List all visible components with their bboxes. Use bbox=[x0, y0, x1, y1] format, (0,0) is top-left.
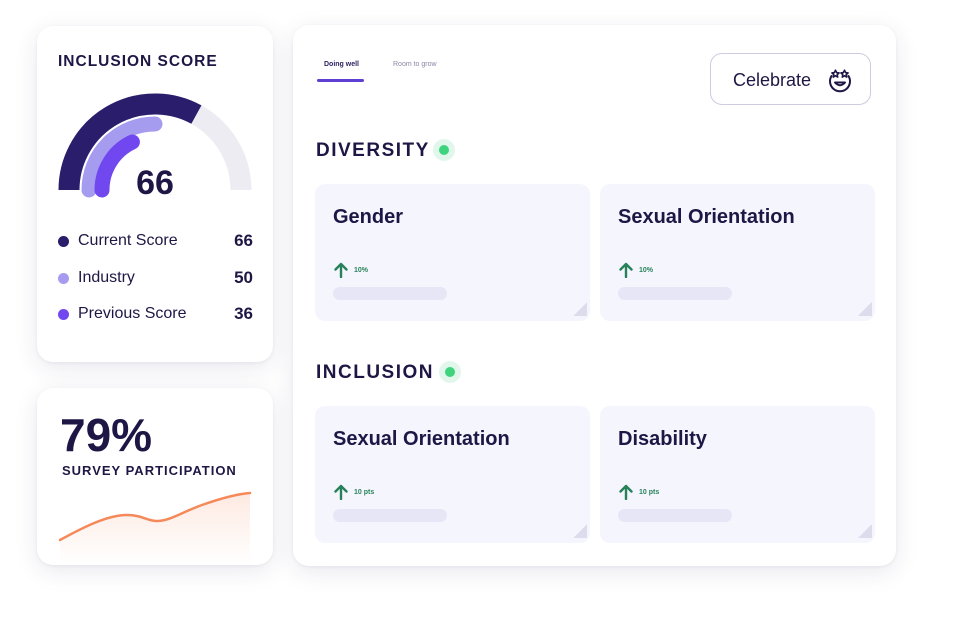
legend-industry-dot bbox=[58, 273, 69, 284]
metric-placeholder-bar bbox=[333, 509, 447, 522]
metric-title: Gender bbox=[333, 206, 404, 228]
survey-trend-area bbox=[60, 493, 250, 565]
legend-industry-label: Industry bbox=[78, 269, 135, 286]
main-panel: Doing well Room to grow Celebrate DIVERS… bbox=[293, 25, 896, 566]
arrow-up-icon bbox=[619, 262, 633, 278]
legend-previous-value: 36 bbox=[234, 304, 253, 323]
survey-label: SURVEY PARTICIPATION bbox=[62, 463, 237, 478]
legend-current-label: Current Score bbox=[78, 232, 178, 249]
starry-eyes-smiley-icon bbox=[829, 69, 851, 93]
metric-card-gender[interactable]: Gender 10% bbox=[315, 184, 590, 321]
arrow-up-icon bbox=[619, 484, 633, 500]
page-fold-icon bbox=[573, 302, 587, 316]
metric-placeholder-bar bbox=[333, 287, 447, 300]
legend-current-score: Current Score 66 bbox=[58, 231, 253, 253]
gauge-arc-current bbox=[58, 93, 202, 191]
gauge-arc-previous bbox=[94, 134, 140, 198]
metric-change: 10 pts bbox=[639, 489, 660, 496]
metric-card-sexual-orientation[interactable]: Sexual Orientation 10% bbox=[600, 184, 875, 321]
legend-current-dot bbox=[58, 236, 69, 247]
arrow-up-icon bbox=[334, 484, 348, 500]
legend-previous-score: Previous Score 36 bbox=[58, 304, 253, 326]
legend-previous-dot bbox=[58, 309, 69, 320]
survey-participation-card: 79% SURVEY PARTICIPATION bbox=[37, 388, 273, 565]
metric-change: 10% bbox=[639, 267, 654, 274]
gauge-score-value: 66 bbox=[136, 164, 174, 202]
survey-percent: 79% bbox=[60, 409, 153, 461]
metric-title: Disability bbox=[618, 428, 707, 450]
celebrate-button[interactable]: Celebrate bbox=[710, 53, 871, 105]
inclusion-score-title: INCLUSION SCORE bbox=[58, 53, 218, 70]
metric-card-disability[interactable]: Disability 10 pts bbox=[600, 406, 875, 543]
diversity-status-dot bbox=[433, 139, 455, 161]
arrow-up-icon bbox=[334, 262, 348, 278]
active-tab-indicator bbox=[317, 79, 364, 82]
gauge-arc-industry bbox=[81, 116, 163, 198]
inclusion-score-card: INCLUSION SCORE 66 Current Score 66 Indu… bbox=[37, 26, 273, 362]
tab-doing-well[interactable]: Doing well bbox=[324, 61, 359, 68]
survey-trend-chart bbox=[58, 491, 252, 565]
metric-placeholder-bar bbox=[618, 509, 732, 522]
metric-card-inclusion-sexual-orientation[interactable]: Sexual Orientation 10 pts bbox=[315, 406, 590, 543]
legend-industry-value: 50 bbox=[234, 268, 253, 287]
metric-change: 10% bbox=[354, 267, 369, 274]
metric-title: Sexual Orientation bbox=[333, 428, 510, 450]
inclusion-status-dot bbox=[439, 361, 461, 383]
metric-placeholder-bar bbox=[618, 287, 732, 300]
page-fold-icon bbox=[858, 524, 872, 538]
legend-industry: Industry 50 bbox=[58, 268, 253, 290]
survey-trend-line bbox=[58, 491, 252, 542]
legend-current-value: 66 bbox=[234, 231, 253, 250]
page-fold-icon bbox=[573, 524, 587, 538]
page-fold-icon bbox=[858, 302, 872, 316]
tab-room-to-grow[interactable]: Room to grow bbox=[393, 61, 437, 68]
celebrate-label: Celebrate bbox=[733, 70, 812, 90]
inclusion-score-gauge: 66 bbox=[58, 93, 252, 202]
section-title-diversity: DIVERSITY bbox=[316, 140, 430, 161]
section-title-inclusion: INCLUSION bbox=[316, 362, 434, 383]
metric-change: 10 pts bbox=[354, 489, 375, 496]
metric-title: Sexual Orientation bbox=[618, 206, 795, 228]
legend-previous-label: Previous Score bbox=[78, 305, 187, 322]
